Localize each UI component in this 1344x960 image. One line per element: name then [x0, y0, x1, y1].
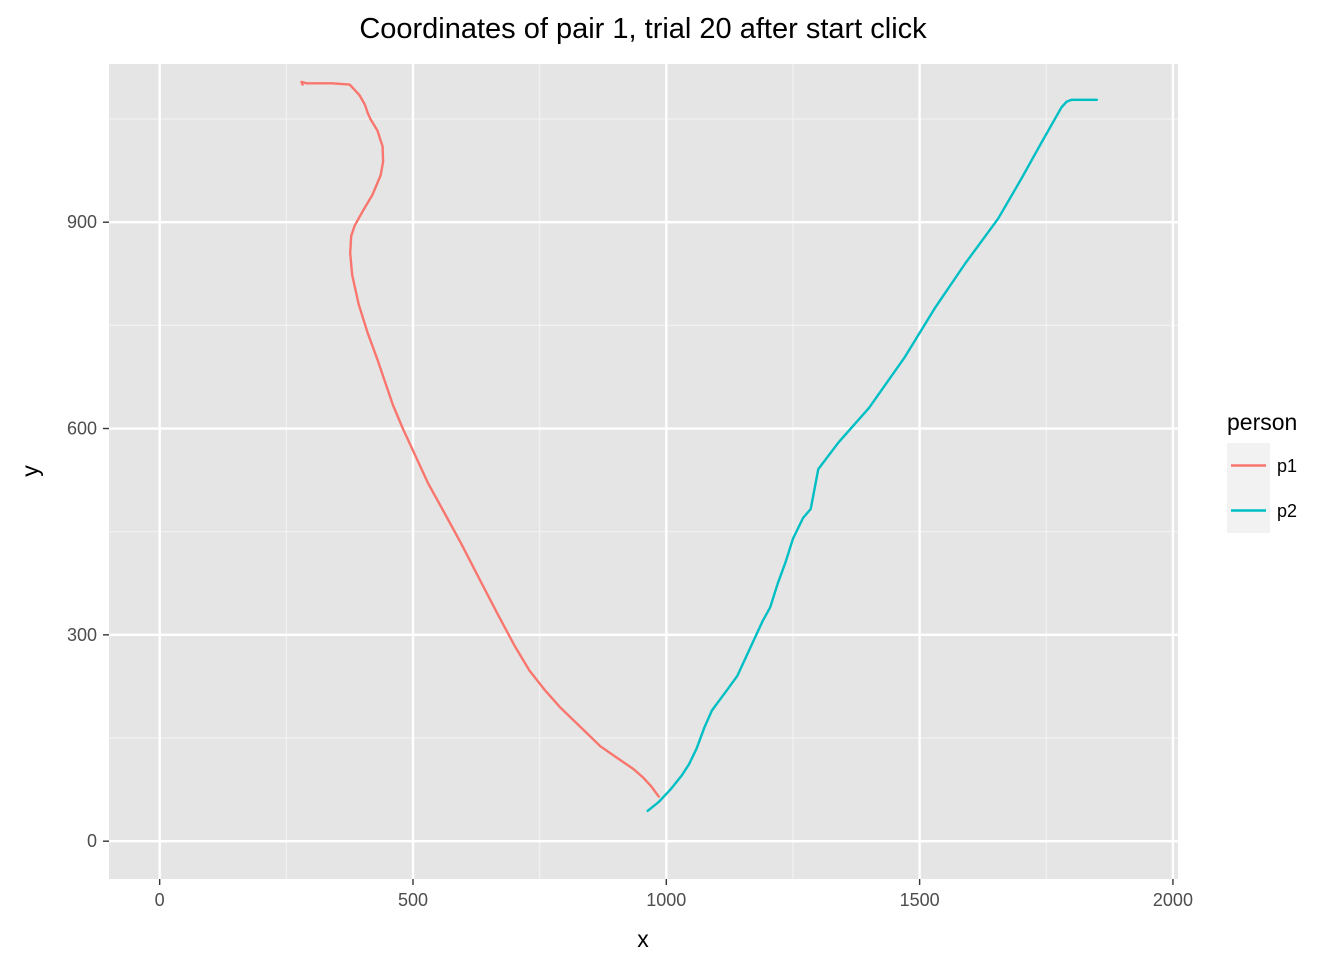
y-axis-title: y: [17, 465, 43, 477]
y-tick-label: 0: [87, 831, 97, 851]
x-tick-label: 1500: [900, 890, 940, 910]
plot-panel: [109, 64, 1178, 879]
legend: person p1 p2: [1227, 409, 1297, 533]
x-tick-label: 500: [398, 890, 428, 910]
legend-label-p1: p1: [1277, 456, 1297, 476]
y-tick-label: 900: [67, 212, 97, 232]
x-tick-label: 0: [155, 890, 165, 910]
series-layer: [300, 80, 1099, 813]
x-axis-title: x: [637, 926, 649, 952]
y-tick-label: 600: [67, 419, 97, 439]
legend-items: p1 p2: [1227, 443, 1297, 533]
legend-title: person: [1227, 409, 1297, 435]
legend-label-p2: p2: [1277, 501, 1297, 521]
series-line-p1: [300, 80, 660, 798]
minor-gridlines: [109, 64, 1178, 879]
y-tick-label: 300: [67, 625, 97, 645]
chart-title: Coordinates of pair 1, trial 20 after st…: [359, 13, 927, 45]
major-gridlines: [109, 64, 1178, 879]
series-line-p2: [646, 98, 1099, 813]
axes-layer: 0 500 1000 1500 2000 0 300 600 900: [67, 212, 1193, 910]
x-tick-label: 1000: [646, 890, 686, 910]
x-tick-label: 2000: [1153, 890, 1193, 910]
